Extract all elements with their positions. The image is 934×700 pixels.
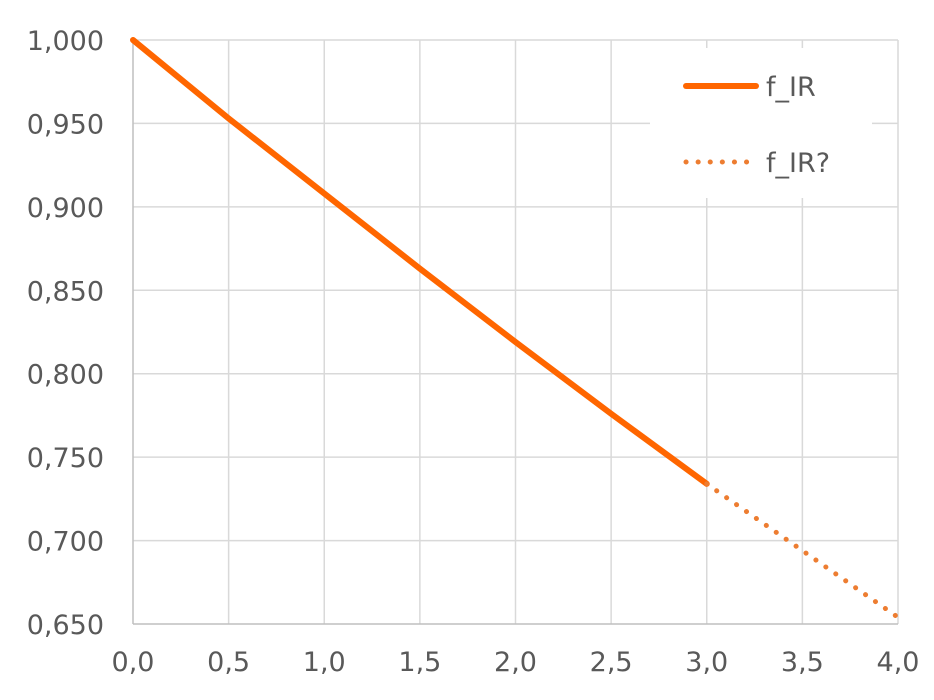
y-tick-label: 1,000	[27, 26, 104, 57]
y-tick-label: 0,900	[27, 193, 104, 224]
x-axis-tick-labels: 0,0 0,5 1,0 1,5 2,0 2,5 3,0 3,5 4,0	[112, 647, 920, 678]
x-tick-label: 3,5	[781, 647, 824, 678]
x-tick-label: 0,5	[207, 647, 250, 678]
y-tick-label: 0,850	[27, 276, 104, 307]
y-tick-label: 0,950	[27, 109, 104, 140]
legend-label-2: f_IR?	[766, 148, 830, 179]
x-tick-label: 2,0	[494, 647, 537, 678]
y-axis-tick-labels: 0,650 0,700 0,750 0,800 0,850 0,900 0,950 1,000	[27, 26, 104, 641]
x-tick-label: 1,0	[303, 647, 346, 678]
legend-background	[650, 48, 872, 198]
legend-label-1: f_IR	[766, 72, 816, 103]
y-tick-label: 0,650	[27, 610, 104, 641]
axes	[132, 40, 898, 625]
x-tick-label: 0,0	[112, 647, 155, 678]
x-tick-label: 3,0	[685, 647, 728, 678]
series-layer	[130, 37, 901, 620]
x-tick-label: 1,5	[398, 647, 441, 678]
series-line-1	[130, 37, 710, 487]
x-tick-label: 2,5	[590, 647, 633, 678]
legend: f_IR f_IR?	[650, 48, 872, 198]
y-tick-label: 0,750	[27, 443, 104, 474]
gridlines	[133, 39, 899, 624]
y-tick-label: 0,700	[27, 527, 104, 558]
series-line-2	[704, 481, 901, 620]
x-tick-label: 4,0	[877, 647, 920, 678]
y-tick-label: 0,800	[27, 360, 104, 391]
